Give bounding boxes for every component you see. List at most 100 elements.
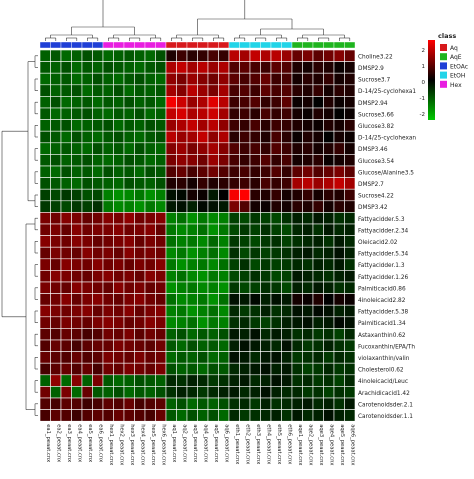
heatmap-cell: [281, 72, 293, 86]
heatmap-cell: [176, 270, 188, 283]
heatmap-cell: [228, 409, 240, 422]
class-cell: [92, 41, 104, 49]
heatmap-cell: [323, 49, 335, 62]
heatmap-cell: [207, 188, 219, 202]
heatmap-cell: [312, 223, 324, 236]
heatmap-cell: [228, 339, 240, 352]
heatmap-cell: [50, 212, 62, 225]
heatmap-cell: [92, 212, 104, 225]
heatmap-cell: [218, 200, 230, 213]
heatmap-cell: [239, 235, 251, 248]
heatmap-cell: [60, 293, 72, 306]
heatmap-cell: [344, 96, 356, 109]
heatmap-cell: [249, 258, 261, 271]
heatmap-cell: [123, 72, 135, 86]
heatmap-cell: [50, 339, 62, 352]
heatmap-cell: [176, 72, 188, 86]
heatmap-cell: [71, 409, 83, 422]
heatmap-cell: [302, 386, 314, 399]
heatmap-cell: [302, 188, 314, 202]
legend-title: class: [438, 32, 456, 40]
heatmap-cell: [281, 142, 293, 155]
heatmap-cell: [302, 293, 314, 306]
heatmap-cell: [207, 397, 219, 410]
heatmap-cell: [60, 362, 72, 376]
heatmap-cell: [323, 142, 335, 155]
heatmap-cell: [281, 84, 293, 97]
row-label: Glucose3.54: [358, 159, 394, 165]
heatmap-cell: [207, 61, 219, 74]
heatmap-cell: [302, 223, 314, 236]
heatmap-cell: [165, 188, 177, 202]
heatmap-cell: [344, 316, 356, 329]
heatmap-cell: [218, 188, 230, 202]
class-cell: [344, 41, 356, 49]
heatmap-cell: [144, 96, 156, 109]
heatmap-cell: [270, 374, 282, 387]
heatmap-cell: [71, 374, 83, 387]
column-label: aq5_peaat.cnx: [213, 424, 219, 462]
heatmap-cell: [123, 84, 135, 97]
heatmap-cell: [239, 258, 251, 271]
heatmap-cell: [144, 200, 156, 213]
heatmap-cell: [60, 281, 72, 294]
heatmap-cell: [344, 281, 356, 294]
heatmap-cell: [270, 212, 282, 225]
heatmap-cell: [102, 84, 114, 97]
heatmap-cell: [39, 362, 51, 376]
heatmap-cell: [291, 246, 303, 260]
heatmap-cell: [207, 177, 219, 190]
heatmap-cell: [333, 316, 345, 329]
heatmap-cell: [323, 351, 335, 364]
class-cell: [186, 41, 198, 49]
heatmap-cell: [239, 130, 251, 144]
heatmap-cell: [186, 188, 198, 202]
heatmap-cell: [92, 130, 104, 144]
heatmap-cell: [134, 142, 146, 155]
heatmap-cell: [113, 49, 125, 62]
heatmap-cell: [50, 177, 62, 190]
heatmap-cell: [249, 72, 261, 86]
heatmap-cell: [302, 200, 314, 213]
heatmap-cell: [144, 281, 156, 294]
heatmap-cell: [92, 165, 104, 178]
heatmap-cell: [71, 188, 83, 202]
heatmap-cell: [218, 362, 230, 376]
heatmap-cell: [333, 339, 345, 352]
heatmap-cell: [123, 293, 135, 306]
heatmap-cell: [165, 409, 177, 422]
heatmap-cell: [291, 212, 303, 225]
heatmap-cell: [60, 212, 72, 225]
class-cell: [197, 41, 209, 49]
column-label: hex3_peaat.cnx: [129, 424, 135, 465]
heatmap-cell: [186, 386, 198, 399]
heatmap-cell: [71, 351, 83, 364]
heatmap-cell: [302, 61, 314, 74]
heatmap-cell: [249, 142, 261, 155]
heatmap-cell: [344, 49, 356, 62]
heatmap-cell: [50, 72, 62, 86]
column-label: aqe6_peaat.cnx: [349, 424, 355, 465]
heatmap-cell: [239, 328, 251, 341]
heatmap-cell: [123, 107, 135, 120]
heatmap-cell: [39, 84, 51, 97]
heatmap-cell: [123, 235, 135, 248]
scale-tick-label: 1: [422, 64, 426, 70]
heatmap-cell: [71, 328, 83, 341]
heatmap-cell: [281, 339, 293, 352]
heatmap-cell: [260, 397, 272, 410]
heatmap-cell: [186, 165, 198, 178]
row-label: Arachidicacid1.42: [358, 391, 410, 397]
heatmap-cell: [176, 165, 188, 178]
heatmap-cell: [165, 339, 177, 352]
heatmap-cell: [123, 188, 135, 202]
heatmap-cell: [249, 165, 261, 178]
heatmap-cell: [228, 177, 240, 190]
heatmap-cell: [249, 177, 261, 190]
heatmap-cell: [281, 351, 293, 364]
heatmap-cell: [260, 362, 272, 376]
heatmap-cell: [312, 107, 324, 120]
heatmap-cell: [60, 304, 72, 318]
heatmap-cell: [260, 49, 272, 62]
heatmap-cell: [228, 246, 240, 260]
